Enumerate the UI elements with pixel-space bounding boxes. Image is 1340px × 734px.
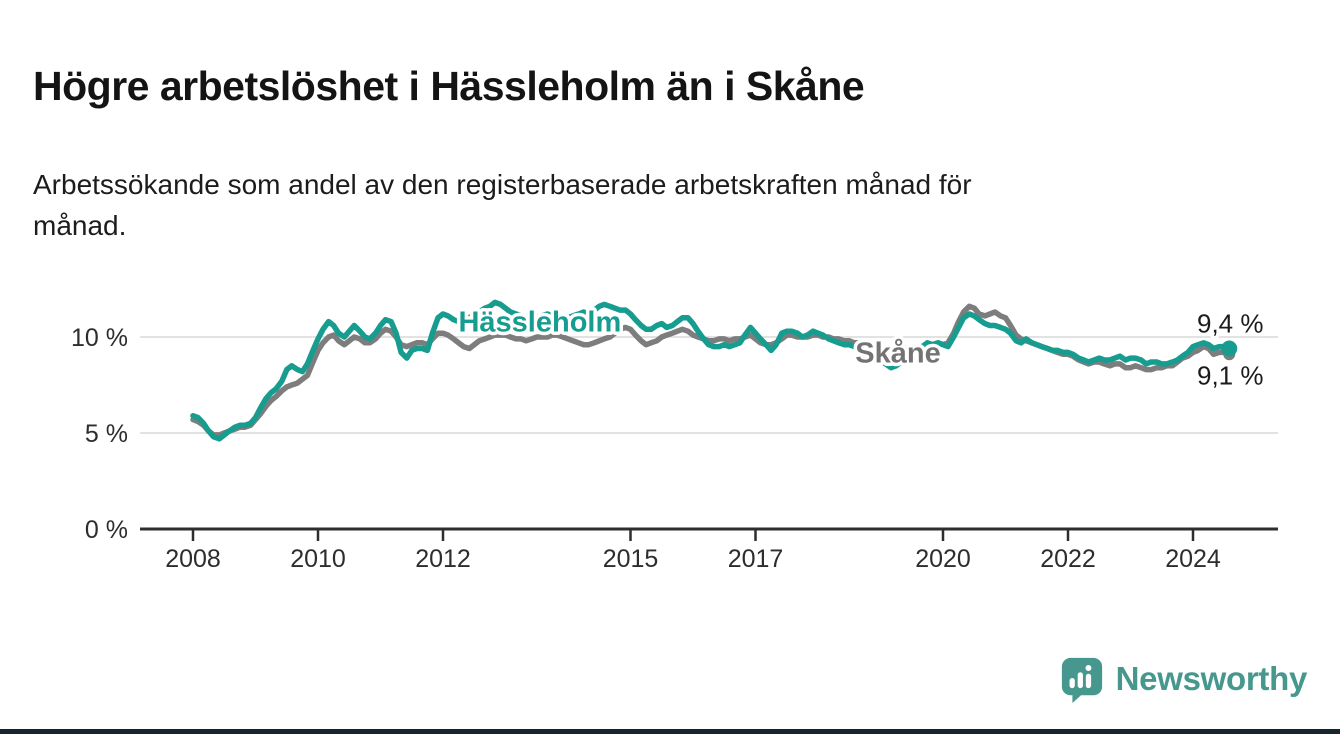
x-tick-label-2020: 2020 — [915, 545, 971, 573]
chart-title: Högre arbetslöshet i Hässleholm än i Skå… — [33, 63, 865, 110]
footer-bar — [0, 729, 1340, 734]
x-tick-label-2010: 2010 — [290, 545, 346, 573]
series-line-skane — [190, 303, 1232, 438]
series-label-hassleholm: Hässleholm — [458, 307, 621, 339]
x-tick-label-2022: 2022 — [1040, 545, 1096, 573]
end-value-label-skane: 9,1 % — [1197, 360, 1264, 390]
chart-subtitle: Arbetssökande som andel av den registerb… — [33, 169, 972, 242]
newsworthy-logo: Newsworthy — [1059, 654, 1307, 704]
y-tick-label-5: 5 % — [85, 420, 128, 448]
end-value-label-hassleholm: 9,4 % — [1197, 309, 1264, 339]
x-tick-label-2012: 2012 — [415, 545, 471, 573]
series-end-dot-hassleholm — [1221, 340, 1238, 357]
y-tick-label-0: 0 % — [85, 516, 128, 544]
line-chart: 2008 2010 2012 2015 2017 2020 2022 2024 0 % 5 % 10… — [71, 299, 1278, 573]
series-label-skane: Skåne — [855, 337, 940, 369]
y-tick-label-10: 10 % — [71, 324, 128, 352]
series-line-hassleholm — [190, 299, 1232, 442]
x-tick-label-2008: 2008 — [165, 545, 221, 573]
bar-chart-glyph — [1069, 665, 1092, 689]
newsworthy-logo-text: Newsworthy — [1115, 660, 1308, 697]
x-tick-label-2017: 2017 — [728, 545, 784, 573]
x-tick-label-2024: 2024 — [1165, 545, 1221, 573]
speech-bubble-bar-chart-icon — [1061, 657, 1102, 703]
x-tick-label-2015: 2015 — [603, 545, 659, 573]
